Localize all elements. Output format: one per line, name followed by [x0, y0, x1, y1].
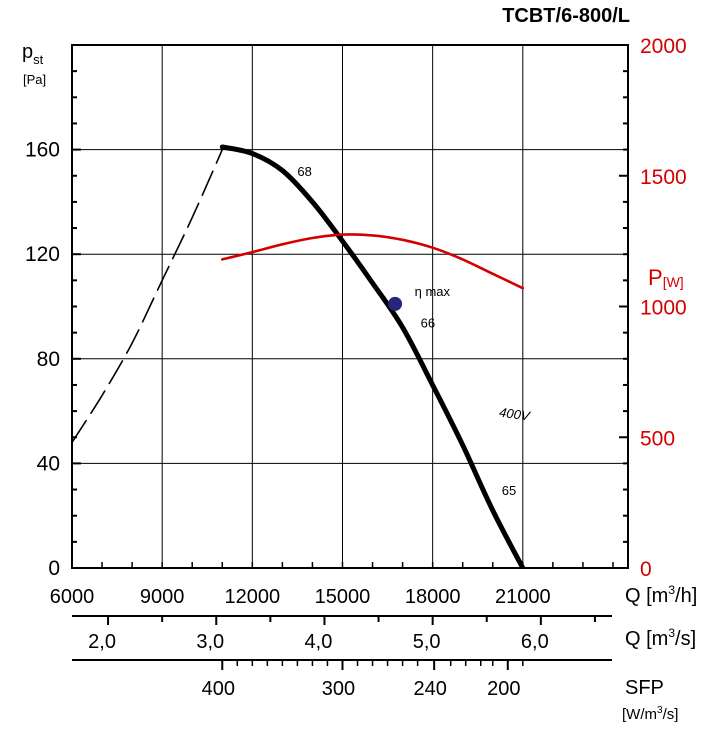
x-flow-s-tick-label: 3,0 [196, 631, 224, 653]
y-left-tick-label: 0 [48, 557, 60, 580]
x-flow-s-tick-label: 2,0 [88, 631, 116, 653]
plot-frame [71, 44, 629, 569]
y-left-tick-label: 80 [37, 348, 60, 371]
curve-annotation: 65 [502, 483, 516, 498]
x-flow-h-tick-label: 6000 [50, 586, 95, 608]
curve-annotation: 400V [498, 404, 531, 423]
y-left-tick-label: 120 [25, 243, 60, 266]
chart-title: TCBT/6-800/L [502, 5, 630, 27]
y-left-label: pst [22, 41, 44, 67]
x-flow-h-tick-label: 21000 [495, 586, 551, 608]
x-axis-sfp-unit: [W/m3/s] [622, 705, 678, 723]
sfp-tick-label: 400 [202, 678, 235, 700]
series-pressure [219, 144, 526, 568]
sfp-tick-label: 240 [413, 678, 446, 700]
axis-ticks [72, 44, 628, 670]
x-flow-s-tick-label: 5,0 [413, 631, 441, 653]
x-axis-sfp-label: SFP [625, 677, 664, 699]
y-right-label: P[W] [648, 265, 684, 290]
curve-annotation: η max [415, 284, 451, 299]
y-left-tick-label: 40 [37, 452, 60, 475]
x-flow-h-tick-label: 15000 [315, 586, 371, 608]
curve-annotation: 68 [297, 164, 311, 179]
grid [71, 44, 628, 569]
x-axis-flow-s-label: Q [m3/s] [625, 626, 696, 650]
eta-max-marker [388, 296, 403, 311]
y-right-tick-label: 0 [640, 558, 652, 581]
curve-annotation: 66 [421, 315, 435, 330]
y-left-unit: [Pa] [23, 72, 46, 87]
tick-labels: 68 66 65 400V η max 0 40 80 120 160 0 500 1000 1500 20… [25, 35, 687, 700]
x-flow-s-tick-label: 6,0 [521, 631, 549, 653]
y-right-tick-label: 500 [640, 427, 675, 450]
y-right-tick-label: 1000 [640, 297, 687, 320]
x-flow-s-tick-label: 4,0 [305, 631, 333, 653]
x-axis-flow-h-label: Q [m3/h] [625, 583, 697, 607]
y-right-tick-label: 2000 [640, 35, 687, 58]
sfp-tick-label: 200 [487, 678, 520, 700]
x-flow-h-tick-label: 9000 [140, 586, 185, 608]
series-power-400V [221, 233, 525, 290]
y-right-tick-label: 1500 [640, 166, 687, 189]
y-left-tick-label: 160 [25, 139, 60, 162]
series-pressure-unstable [72, 148, 224, 444]
sfp-tick-label: 300 [322, 678, 355, 700]
series-group [72, 144, 526, 568]
x-flow-h-tick-label: 18000 [405, 586, 461, 608]
x-flow-h-tick-label: 12000 [225, 586, 281, 608]
